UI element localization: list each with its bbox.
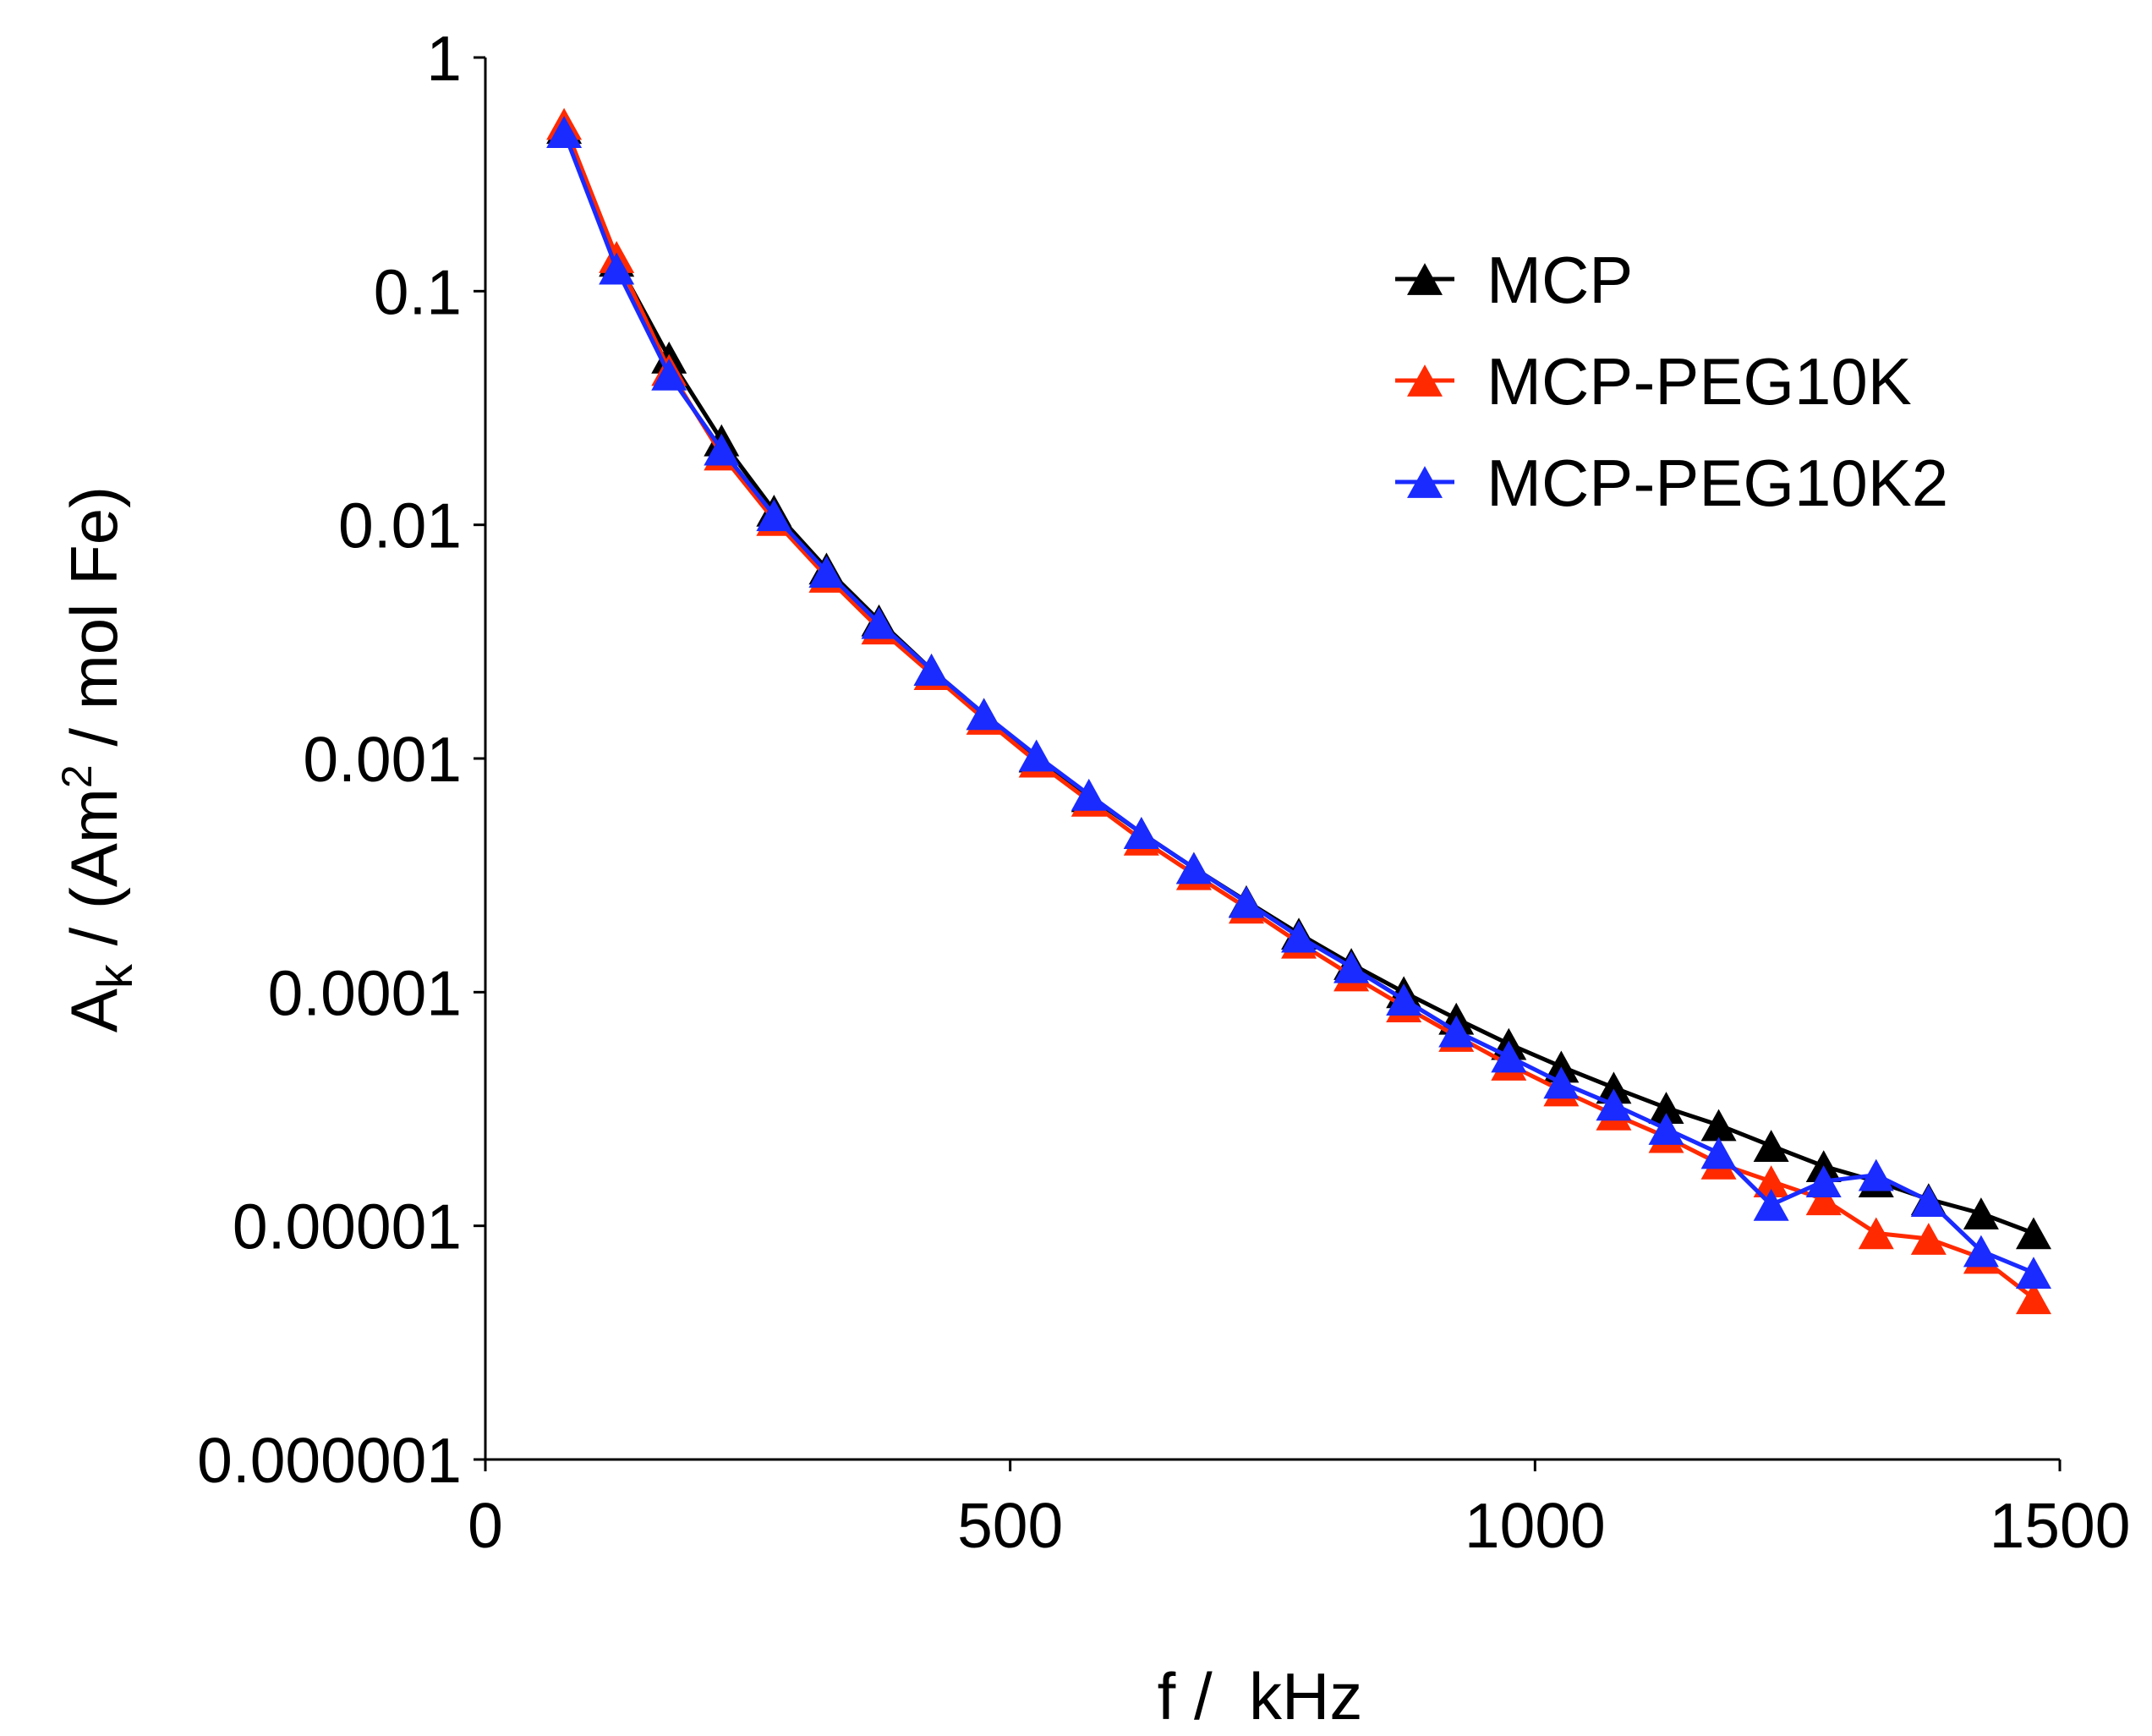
data-point bbox=[1281, 920, 1317, 953]
legend-label: MCP-PEG10K bbox=[1487, 344, 1912, 419]
data-point bbox=[2015, 1282, 2051, 1315]
data-point bbox=[861, 606, 897, 639]
x-tick-label: 0 bbox=[468, 1490, 503, 1561]
y-axis-title-superscript: 2 bbox=[53, 764, 101, 788]
data-point bbox=[1753, 1130, 1789, 1162]
series-line bbox=[561, 131, 2034, 1275]
legend-item: MCP-PEG10K2 bbox=[1395, 446, 1948, 520]
data-point bbox=[1123, 817, 1159, 849]
data-point bbox=[1175, 852, 1212, 884]
data-point bbox=[1858, 1158, 1894, 1191]
legend-marker bbox=[1407, 263, 1443, 295]
y-ticks: 1 0.1 0.01 0.001 0.0001 0.00001 0.000001 bbox=[197, 23, 485, 1496]
y-axis-title-suffix: / mol Fe) bbox=[57, 486, 131, 764]
y-axis-title-middle: / (Am bbox=[57, 788, 131, 964]
data-point bbox=[1700, 1136, 1737, 1169]
data-point bbox=[1438, 1015, 1475, 1048]
y-tick-label: 0.001 bbox=[303, 724, 462, 795]
data-point bbox=[546, 116, 583, 148]
data-point bbox=[1596, 1071, 1632, 1104]
data-point bbox=[808, 556, 845, 589]
y-axis-title-subscript: k bbox=[88, 963, 143, 988]
legend-item: MCP bbox=[1395, 243, 1633, 317]
x-axis-title: f / kHz bbox=[1158, 1659, 1363, 1733]
data-point bbox=[1543, 1066, 1580, 1099]
y-tick-label: 0.000001 bbox=[197, 1425, 462, 1496]
data-point bbox=[1910, 1223, 1947, 1255]
legend-marker bbox=[1407, 466, 1443, 498]
data-point bbox=[1700, 1109, 1737, 1142]
y-axis-title-prefix: A bbox=[57, 988, 131, 1032]
data-point bbox=[2015, 1257, 2051, 1290]
series-layer bbox=[546, 107, 2051, 1315]
data-point bbox=[1333, 950, 1370, 983]
y-tick-label: 0.01 bbox=[338, 490, 462, 561]
data-point bbox=[1386, 983, 1422, 1016]
data-point bbox=[651, 358, 687, 391]
legend-item: MCP-PEG10K bbox=[1395, 344, 1912, 419]
x-tick-label: 500 bbox=[957, 1490, 1063, 1561]
data-point bbox=[1910, 1185, 1947, 1217]
legend-marker bbox=[1407, 364, 1443, 397]
data-point bbox=[756, 499, 792, 532]
data-point bbox=[599, 252, 635, 285]
legend: MCP MCP-PEG10K MCP-PEG10K2 bbox=[1395, 243, 1948, 520]
y-axis-title: Ak / (Am2 / mol Fe) bbox=[53, 486, 143, 1032]
y-tick-label: 0.00001 bbox=[233, 1191, 462, 1262]
data-point bbox=[1858, 1217, 1894, 1250]
data-point bbox=[1805, 1165, 1842, 1197]
y-tick-label: 0.0001 bbox=[268, 957, 462, 1028]
data-point bbox=[1491, 1040, 1527, 1073]
legend-label: MCP-PEG10K2 bbox=[1487, 446, 1948, 520]
series-line bbox=[561, 127, 2034, 1235]
data-point bbox=[2015, 1217, 2051, 1250]
data-point bbox=[1963, 1197, 1999, 1229]
x-ticks: 0 500 1000 1500 bbox=[468, 1459, 2130, 1561]
data-point bbox=[966, 698, 1002, 731]
data-point bbox=[1228, 885, 1264, 918]
series-mcp-peg10k2 bbox=[546, 116, 2051, 1290]
series-mcp bbox=[546, 112, 2051, 1250]
series-mcp-peg10k bbox=[546, 107, 2051, 1315]
data-point bbox=[704, 433, 740, 466]
series-line bbox=[561, 123, 2035, 1301]
data-point bbox=[1963, 1235, 1999, 1268]
data-point bbox=[1753, 1165, 1789, 1197]
y-tick-label: 1 bbox=[426, 23, 462, 94]
axes bbox=[484, 58, 2060, 1461]
legend-label: MCP bbox=[1487, 243, 1633, 317]
x-tick-label: 1000 bbox=[1465, 1490, 1606, 1561]
y-tick-label: 0.1 bbox=[374, 256, 462, 327]
data-point bbox=[1596, 1088, 1632, 1121]
data-point bbox=[1753, 1188, 1789, 1221]
data-point bbox=[1018, 739, 1054, 772]
data-point bbox=[1648, 1113, 1684, 1145]
data-point bbox=[1543, 1050, 1580, 1083]
data-point bbox=[1805, 1183, 1842, 1216]
data-point bbox=[913, 654, 950, 686]
data-point bbox=[1071, 778, 1107, 811]
data-point bbox=[1648, 1092, 1684, 1124]
x-tick-label: 1500 bbox=[1990, 1490, 2131, 1561]
